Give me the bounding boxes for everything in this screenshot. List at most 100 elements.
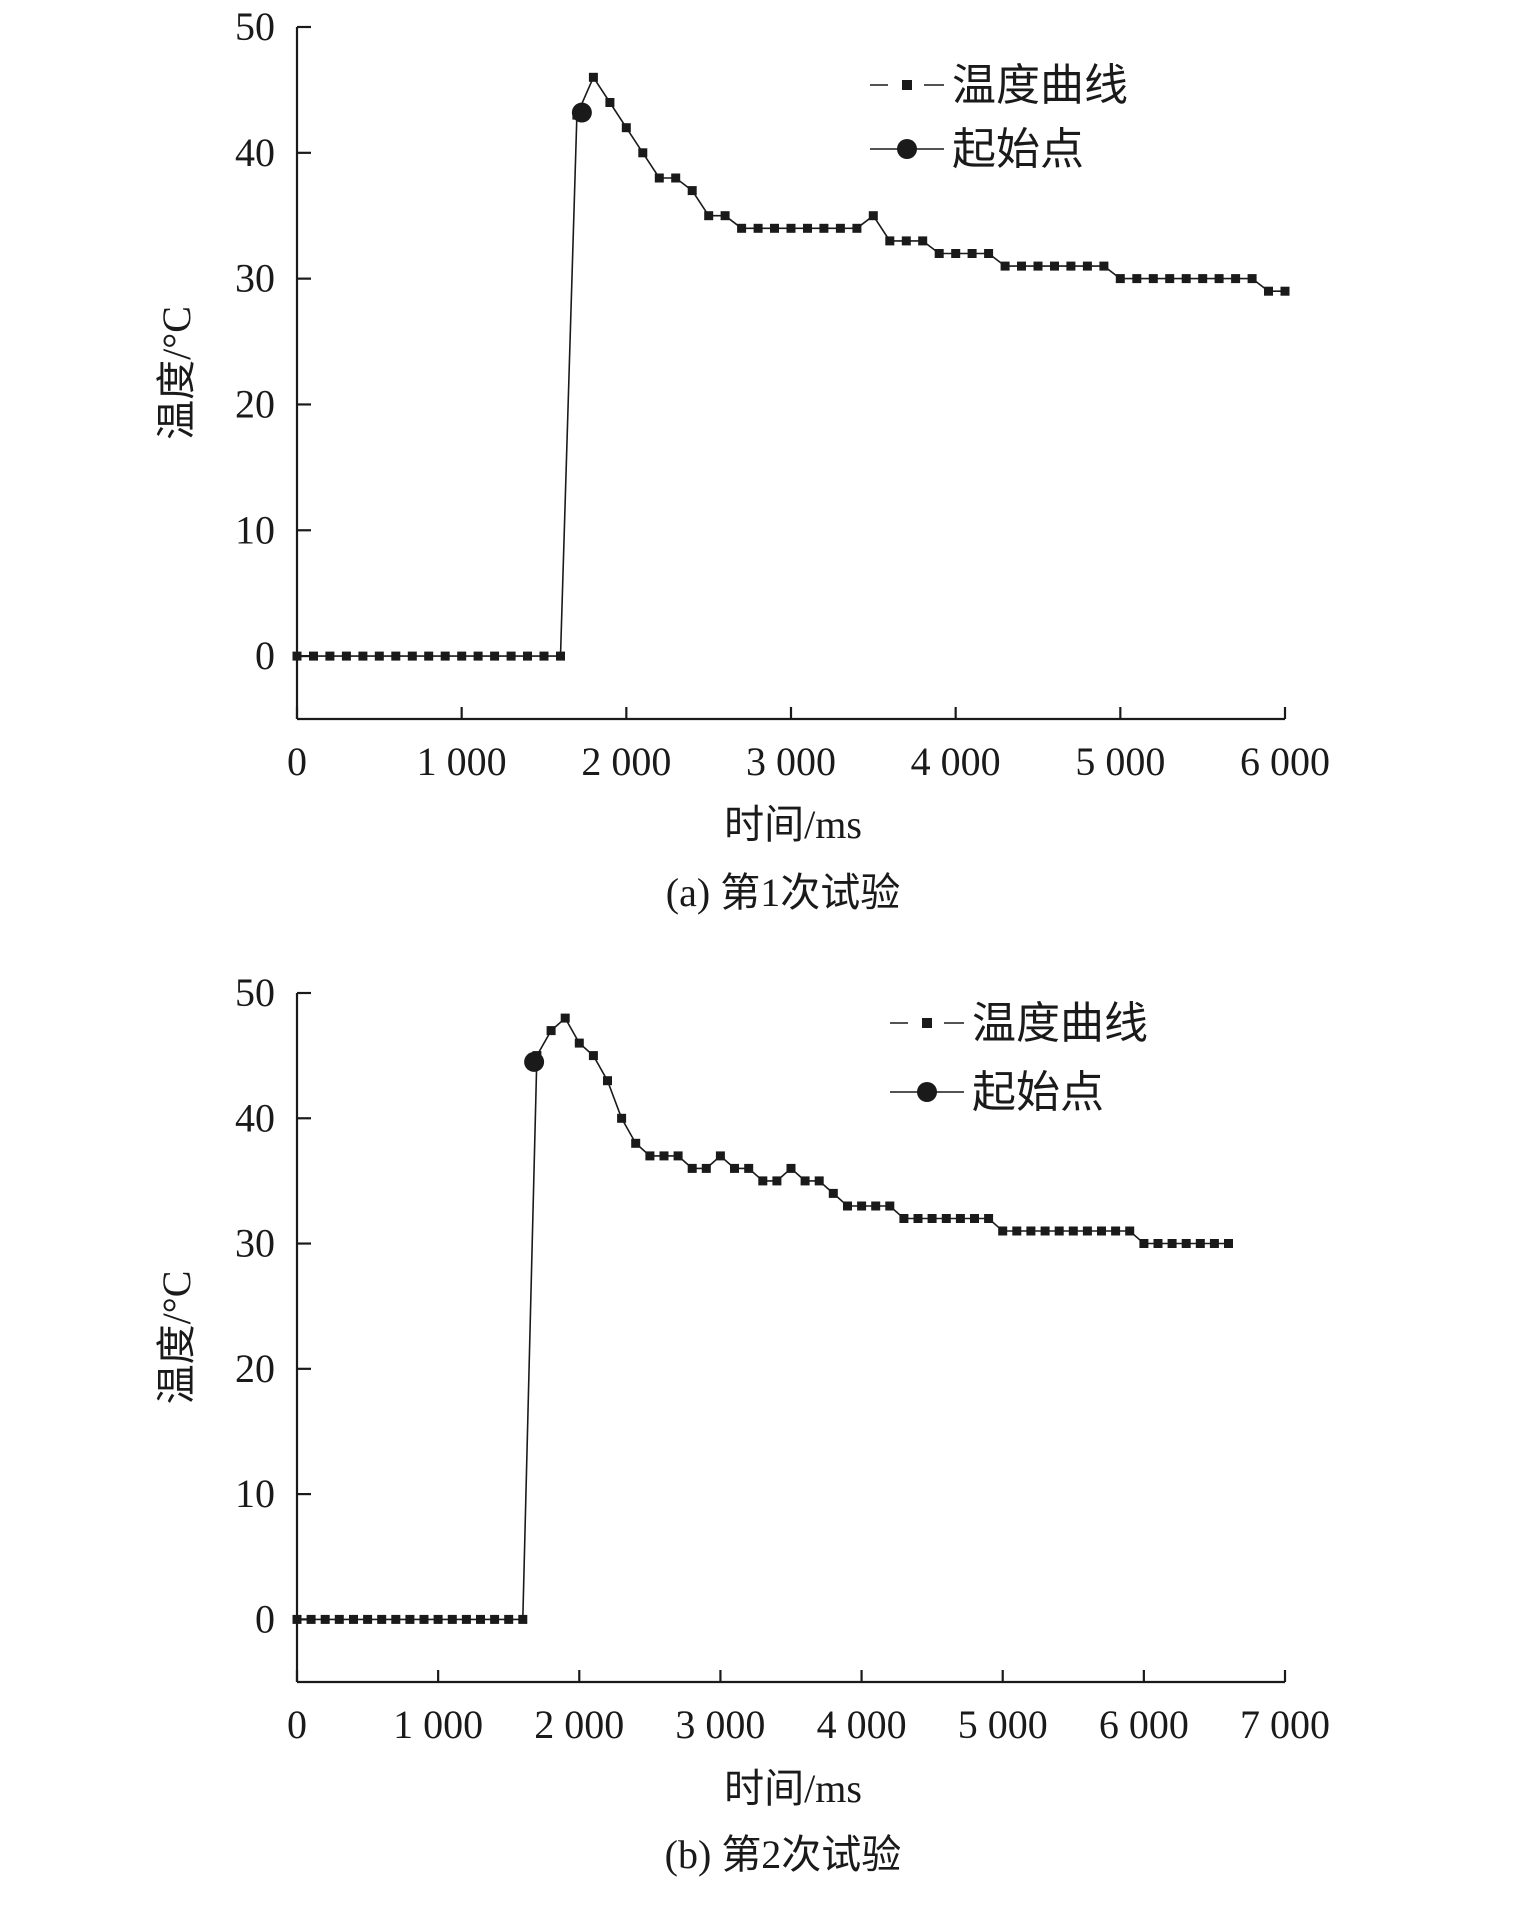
temperature-point	[1040, 1226, 1050, 1236]
y-tick-label: 20	[235, 381, 275, 426]
temperature-point	[951, 249, 961, 258]
temperature-point	[309, 651, 318, 661]
y-tick-label: 50	[235, 970, 275, 1015]
legend-label-start: 起始点	[972, 1068, 1104, 1117]
temperature-point	[334, 1614, 344, 1624]
x-tick-label: 6 000	[1099, 1702, 1189, 1747]
temperature-point	[1099, 261, 1109, 271]
temperature-curve-line	[297, 75, 1285, 657]
temperature-point	[1181, 274, 1191, 284]
temperature-point	[605, 98, 615, 107]
temperature-point	[967, 249, 977, 258]
chart-a: 0 10 20 30 40 50 0 1 000 2 000 3 000 4 000 5 000 6 0…	[154, 4, 1330, 915]
temperature-point	[539, 651, 549, 661]
temperature-point	[857, 1201, 867, 1211]
temperature-point	[885, 236, 895, 246]
temperature-point	[1181, 1239, 1191, 1248]
x-tick-label: 4 000	[911, 739, 1001, 784]
temperature-point	[374, 651, 384, 661]
y-tick-label: 20	[235, 1346, 275, 1391]
temperature-point	[1115, 274, 1125, 284]
legend-label-curve: 温度曲线	[972, 999, 1148, 1048]
temperature-point	[461, 1614, 471, 1624]
temperature-point	[292, 651, 302, 661]
temperature-point	[377, 1614, 387, 1624]
temperature-point	[654, 173, 664, 183]
y-tick-label: 30	[235, 256, 275, 301]
y-axis-title: 温度/°C	[154, 1271, 199, 1405]
x-tick-label: 6 000	[1240, 739, 1330, 784]
temperature-point	[320, 1614, 330, 1624]
y-tick-label: 40	[235, 1095, 275, 1140]
temperature-point	[405, 1614, 415, 1624]
temperature-point	[1097, 1226, 1106, 1236]
temperature-point	[341, 651, 351, 661]
temperature-point	[843, 1201, 852, 1211]
temperature-point	[772, 1176, 782, 1186]
temperature-point	[518, 1614, 528, 1624]
temperature-point	[786, 1163, 796, 1173]
y-tick-label: 0	[255, 1596, 275, 1641]
temperature-point	[770, 223, 779, 233]
y-tick-label: 30	[235, 1221, 275, 1266]
temperature-point	[868, 211, 878, 221]
temperature-point	[901, 236, 911, 246]
y-tick-label: 0	[255, 633, 275, 678]
x-tick-label: 1 000	[417, 739, 507, 784]
temperature-point	[1066, 261, 1076, 271]
temperature-point	[407, 651, 417, 661]
temperature-point	[1247, 274, 1257, 284]
chart-b: 0 10 20 30 40 50 0 1 000 2 000 3 000 4 000 5 000 6 0…	[154, 970, 1330, 1877]
temperature-point	[1139, 1239, 1149, 1248]
temperature-point	[1148, 274, 1158, 284]
temperature-point	[433, 1614, 443, 1624]
temperature-point	[737, 223, 747, 233]
temperature-point	[588, 1051, 598, 1061]
x-tick-label: 4 000	[817, 1702, 907, 1747]
temperature-point	[1231, 274, 1241, 284]
temperature-point	[786, 223, 796, 233]
temperature-point	[934, 249, 944, 258]
temperature-point	[617, 1113, 627, 1123]
temperature-point	[984, 249, 994, 258]
temperature-point	[1214, 274, 1224, 284]
temperature-point	[918, 236, 928, 246]
temperature-point	[941, 1214, 951, 1223]
x-tick-label: 0	[287, 739, 307, 784]
temperature-point	[852, 223, 862, 233]
temperature-point	[621, 123, 631, 133]
temperature-point	[358, 651, 368, 661]
temperature-point	[603, 1076, 612, 1086]
x-tick-label: 3 000	[675, 1702, 765, 1747]
temperature-point	[424, 651, 434, 661]
temperature-point	[659, 1151, 669, 1161]
temperature-point	[556, 651, 565, 661]
temperature-point	[391, 651, 401, 661]
chart-caption: (a) 第1次试验	[666, 870, 900, 915]
temperature-point	[984, 1214, 994, 1223]
x-tick-label: 0	[287, 1702, 307, 1747]
temperature-point	[819, 223, 829, 233]
temperature-point	[871, 1201, 881, 1211]
temperature-point	[1132, 274, 1142, 284]
temperature-point	[1082, 1226, 1092, 1236]
x-tick-label: 3 000	[746, 739, 836, 784]
legend-label-curve: 温度曲线	[952, 61, 1128, 110]
x-tick-label: 5 000	[1075, 739, 1165, 784]
temperature-point	[955, 1214, 965, 1223]
temperature-point	[349, 1614, 358, 1624]
x-tick-label: 2 000	[581, 739, 671, 784]
temperature-point	[1153, 1239, 1163, 1248]
temperature-point	[835, 223, 845, 233]
temperature-point	[687, 186, 697, 196]
temperature-point	[998, 1226, 1008, 1236]
temperature-point	[1224, 1239, 1233, 1248]
temperature-point	[560, 1013, 570, 1023]
chart-caption: (b) 第2次试验	[665, 1832, 902, 1877]
temperature-point	[715, 1151, 725, 1161]
y-tick-label: 40	[235, 130, 275, 175]
temperature-point	[391, 1614, 401, 1624]
temperature-point	[1026, 1226, 1036, 1236]
temperature-point	[803, 223, 812, 233]
